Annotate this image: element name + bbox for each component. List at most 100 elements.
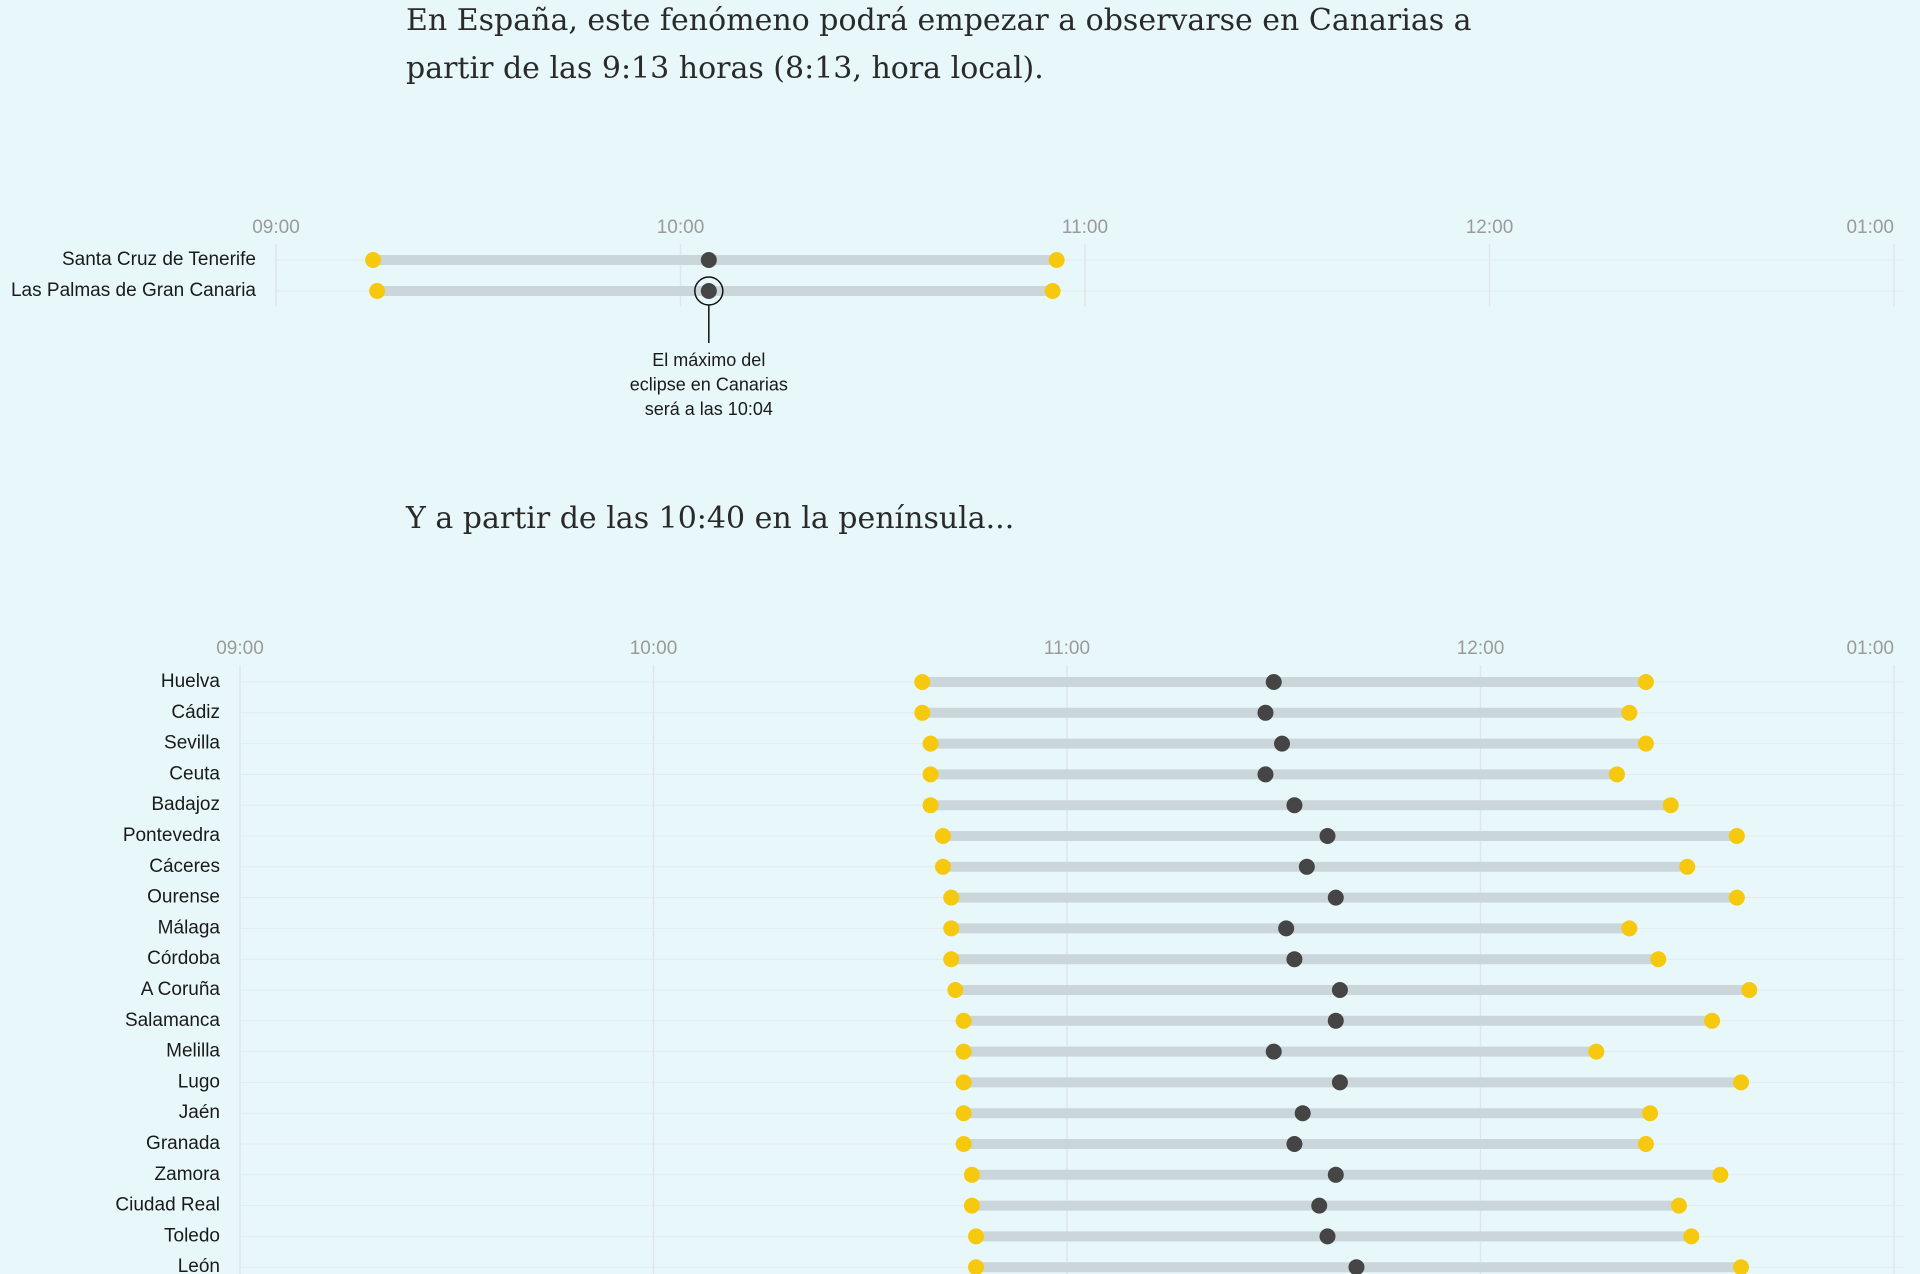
max-dot <box>1319 828 1336 844</box>
max-dot <box>1265 1043 1282 1060</box>
paragraph: partir de las 9:13 horas (8:13, hora loc… <box>406 51 1044 86</box>
category-label: Las Palmas de Gran Canaria <box>11 280 256 301</box>
category-label: Zamora <box>155 1164 221 1185</box>
end-dot <box>1728 828 1745 844</box>
end-dot <box>1733 1074 1750 1091</box>
end-dot <box>1608 766 1625 783</box>
end-dot <box>1637 1136 1654 1152</box>
max-dot <box>1319 1228 1336 1245</box>
paragraph: En España, este fenómeno podrá empezar a… <box>406 3 1472 38</box>
category-label: Ceuta <box>169 763 220 784</box>
start-dot <box>947 982 964 998</box>
end-dot <box>1728 889 1745 906</box>
start-dot <box>914 704 931 721</box>
category-label: Pontevedra <box>123 825 221 846</box>
category-label: Santa Cruz de Tenerife <box>62 249 256 270</box>
start-dot <box>943 951 960 968</box>
category-label: Ourense <box>147 887 220 908</box>
end-dot <box>1637 735 1654 752</box>
start-dot <box>922 735 939 752</box>
max-dot <box>1257 704 1274 721</box>
end-dot <box>1650 951 1667 968</box>
end-dot <box>1679 858 1696 875</box>
max-dot <box>1286 951 1303 968</box>
start-dot <box>943 920 960 937</box>
end-dot <box>1588 1043 1605 1060</box>
max-dot <box>1327 1012 1344 1029</box>
max-dot <box>1286 1136 1303 1152</box>
max-dot <box>1294 1105 1311 1122</box>
start-dot <box>922 766 939 783</box>
x-tick-label: 12:00 <box>1457 638 1505 659</box>
start-dot <box>963 1166 980 1183</box>
category-label: Málaga <box>158 917 221 938</box>
max-dot <box>1274 735 1291 752</box>
x-tick-label: 11:00 <box>1044 638 1090 659</box>
category-label: Toledo <box>164 1225 220 1246</box>
end-dot <box>1637 674 1654 690</box>
end-dot <box>1642 1105 1659 1122</box>
end-dot <box>1662 797 1679 814</box>
end-dot <box>1621 920 1638 937</box>
category-label: A Coruña <box>141 979 221 1000</box>
max-dot <box>700 283 717 299</box>
category-label: Cádiz <box>171 702 220 723</box>
start-dot <box>922 797 939 814</box>
max-dot <box>1298 858 1315 875</box>
annotation-text: será a las 10:04 <box>645 399 773 419</box>
max-dot <box>1265 674 1282 690</box>
x-tick-label: 11:00 <box>1062 217 1108 238</box>
end-dot <box>1733 1259 1750 1274</box>
x-tick-label: 12:00 <box>1466 217 1514 238</box>
end-dot <box>1704 1012 1721 1029</box>
start-dot <box>914 674 931 690</box>
end-dot <box>1670 1197 1687 1214</box>
annotation-text: El máximo del <box>652 350 765 370</box>
max-dot <box>1257 766 1274 783</box>
max-dot <box>1327 1166 1344 1183</box>
category-label: Jaén <box>179 1102 220 1123</box>
max-dot <box>1311 1197 1328 1214</box>
start-dot <box>955 1043 972 1060</box>
start-dot <box>968 1228 985 1245</box>
start-dot <box>955 1074 972 1091</box>
start-dot <box>955 1136 972 1152</box>
category-label: León <box>178 1256 220 1274</box>
category-label: Ciudad Real <box>115 1195 220 1216</box>
end-dot <box>1683 1228 1700 1245</box>
x-tick-label: 09:00 <box>216 638 264 659</box>
x-tick-label: 09:00 <box>252 217 300 238</box>
max-dot <box>1331 1074 1348 1091</box>
max-dot <box>1348 1259 1365 1274</box>
annotation-text: eclipse en Canarias <box>630 374 788 394</box>
end-dot <box>1621 704 1638 721</box>
start-dot <box>955 1105 972 1122</box>
x-tick-label: 10:00 <box>657 217 705 238</box>
start-dot <box>934 828 951 844</box>
category-label: Sevilla <box>164 733 220 754</box>
max-dot <box>1278 920 1295 937</box>
start-dot <box>365 252 382 268</box>
end-dot <box>1048 252 1065 268</box>
category-label: Cáceres <box>149 856 220 877</box>
x-tick-label: 01:00 <box>1846 638 1894 659</box>
category-label: Granada <box>146 1133 220 1154</box>
start-dot <box>943 889 960 906</box>
end-dot <box>1044 283 1061 299</box>
category-label: Lugo <box>178 1071 220 1092</box>
category-label: Melilla <box>166 1041 220 1062</box>
x-tick-label: 10:00 <box>630 638 678 659</box>
max-dot <box>700 252 717 268</box>
category-label: Huelva <box>161 671 221 692</box>
x-tick-label: 01:00 <box>1846 217 1894 238</box>
category-label: Córdoba <box>147 948 220 969</box>
category-label: Salamanca <box>125 1010 220 1031</box>
start-dot <box>934 858 951 875</box>
paragraph: Y a partir de las 10:40 en la península.… <box>405 501 1014 536</box>
end-dot <box>1712 1166 1729 1183</box>
max-dot <box>1331 982 1348 998</box>
start-dot <box>955 1012 972 1029</box>
end-dot <box>1741 982 1758 998</box>
start-dot <box>968 1259 985 1274</box>
